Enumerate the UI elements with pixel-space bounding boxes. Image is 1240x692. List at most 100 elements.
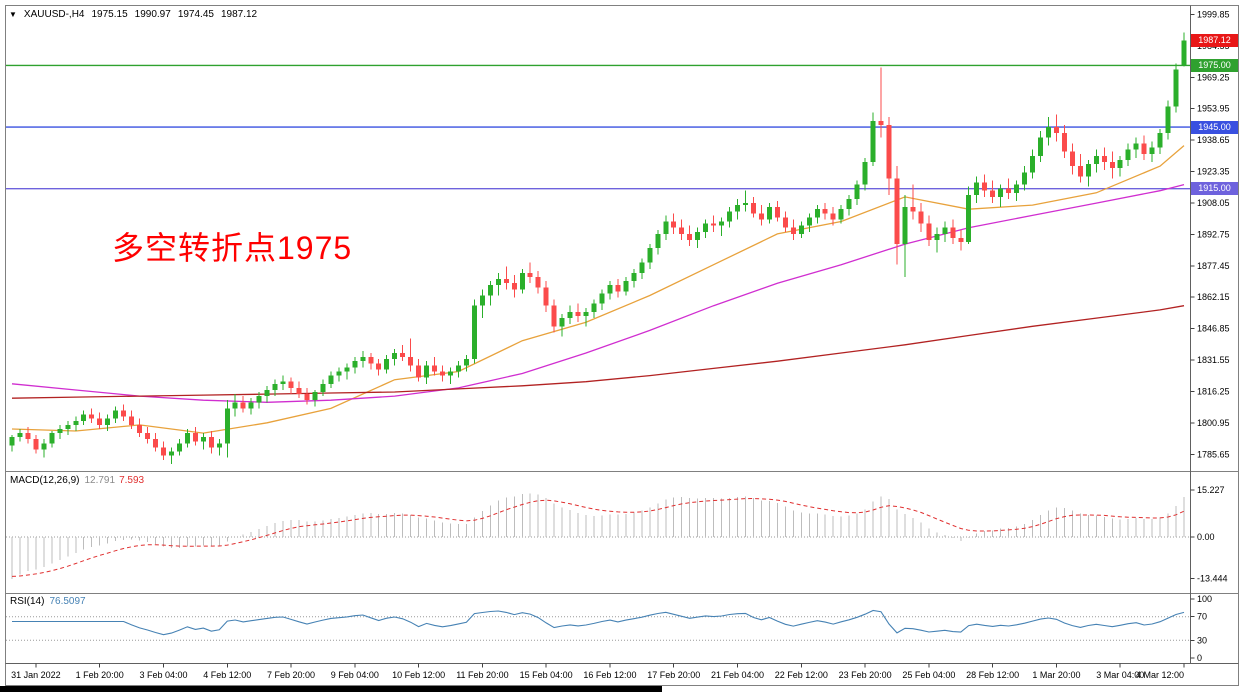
bull-candle [392, 352, 398, 360]
bull-candle [1038, 137, 1043, 156]
bull-candle [320, 383, 326, 393]
price-axis-label: 1862.15 [1197, 292, 1230, 302]
price-axis-label: 1877.45 [1197, 261, 1230, 271]
bull-candle [567, 311, 573, 319]
bear-candle [615, 285, 621, 292]
bull-candle [352, 361, 358, 368]
bear-candle [1077, 166, 1083, 177]
bull-candle [559, 318, 565, 327]
rsi-indicator-name: RSI(14) [10, 596, 45, 607]
rsi-axis-label: 30 [1197, 635, 1207, 645]
bull-candle [424, 365, 430, 378]
ma-slow-line [11, 305, 1185, 399]
bull-candle [256, 396, 262, 403]
price-axis[interactable]: 1999.851984.551969.251953.951938.651923.… [1190, 9, 1230, 663]
bull-candle [743, 203, 748, 206]
current-price-badge: 1987.12 [1191, 34, 1238, 48]
rsi-line [12, 609, 1185, 636]
bull-candle [1045, 127, 1051, 138]
bull-candle [113, 410, 119, 419]
bear-candle [153, 439, 158, 448]
price-axis-label: 1923.35 [1197, 167, 1230, 177]
macd-indicator-name: MACD(12,26,9) [10, 475, 80, 486]
bull-candle [607, 285, 613, 294]
bull-candle [902, 207, 908, 245]
symbol-timeframe-label: XAUUSD-,H4 [23, 9, 85, 20]
bull-candle [1030, 155, 1036, 173]
bull-candle [360, 357, 366, 362]
bull-candle [814, 209, 820, 218]
price-axis-label: 1785.65 [1197, 449, 1230, 459]
candles-layer [9, 32, 1187, 464]
bear-candle [368, 357, 374, 364]
bear-candle [671, 221, 677, 228]
bull-candle [719, 221, 725, 226]
bull-candle [583, 311, 589, 317]
bull-candle [703, 223, 709, 232]
bull-candle [934, 233, 940, 241]
bull-candle [1093, 155, 1099, 165]
bear-candle [982, 182, 988, 191]
price-badge-1915.00: 1915.00 [1191, 182, 1238, 196]
bull-candle [591, 303, 597, 312]
rsi-indicator-label: RSI(14) 76.5097 [10, 596, 86, 607]
time-axis-label: 22 Feb 12:00 [775, 670, 828, 680]
bear-candle [790, 227, 796, 234]
bull-candle [966, 194, 972, 243]
time-axis[interactable]: 31 Jan 2022 1 Feb 20:00 3 Feb 04:00 4 Feb 1… [11, 663, 1185, 681]
price-axis-label: 1999.85 [1197, 9, 1230, 19]
time-axis-label: 9 Feb 04:00 [331, 670, 379, 680]
time-axis-label: 28 Feb 12:00 [966, 670, 1019, 680]
bear-candle [208, 437, 214, 448]
time-axis-label: 10 Feb 12:00 [392, 670, 445, 680]
bull-candle [184, 433, 190, 444]
bull-candle [65, 424, 71, 429]
time-axis-label: 15 Feb 04:00 [520, 670, 573, 680]
bull-candle [328, 375, 334, 384]
bear-candle [432, 365, 438, 372]
bear-candle [774, 207, 780, 218]
one-click-trading-dropdown-icon[interactable]: ▼ [9, 9, 17, 19]
bull-candle [1165, 106, 1171, 134]
bull-candle [41, 443, 47, 450]
bear-candle [296, 387, 302, 395]
price-axis-label: 1846.85 [1197, 324, 1230, 334]
bull-candle [168, 451, 174, 456]
time-axis-label: 11 Feb 20:00 [456, 670, 508, 680]
bear-candle [918, 211, 924, 224]
bull-candle [838, 209, 844, 220]
bull-candle [312, 392, 318, 401]
bull-candle [639, 262, 645, 273]
ohlc-low-value: 1974.45 [177, 9, 214, 20]
bull-candle [1022, 172, 1028, 185]
bear-candle [910, 207, 916, 212]
bull-candle [1125, 149, 1131, 160]
time-axis-label: 1 Mar 20:00 [1032, 670, 1080, 680]
bull-candle [631, 272, 637, 282]
bull-candle [1157, 133, 1163, 148]
bull-candle [735, 205, 741, 212]
bull-candle [81, 414, 87, 421]
bull-candle [655, 233, 661, 249]
bull-candle [216, 443, 222, 448]
bull-candle [727, 211, 733, 222]
bear-candle [926, 223, 932, 241]
time-axis-label: 21 Feb 04:00 [711, 670, 764, 680]
time-axis-label: 23 Feb 20:00 [839, 670, 892, 680]
rsi-axis-label: 70 [1197, 612, 1207, 622]
time-axis-label: 16 Feb 12:00 [583, 670, 636, 680]
price-axis-label: 1800.95 [1197, 418, 1230, 428]
bear-candle [527, 272, 533, 277]
bear-candle [958, 237, 964, 243]
bear-candle [950, 227, 956, 238]
bear-candle [543, 287, 549, 306]
time-axis-label: 31 Jan 2022 [11, 670, 61, 680]
bull-candle [248, 402, 254, 409]
bear-candle [1053, 127, 1059, 134]
bull-candle [105, 418, 111, 425]
price-axis-label: 1969.25 [1197, 72, 1230, 82]
chart-annotation-text[interactable]: 多空转折点1975 [112, 230, 353, 266]
bull-candle [471, 305, 477, 360]
ohlc-high-value: 1990.97 [134, 9, 171, 20]
